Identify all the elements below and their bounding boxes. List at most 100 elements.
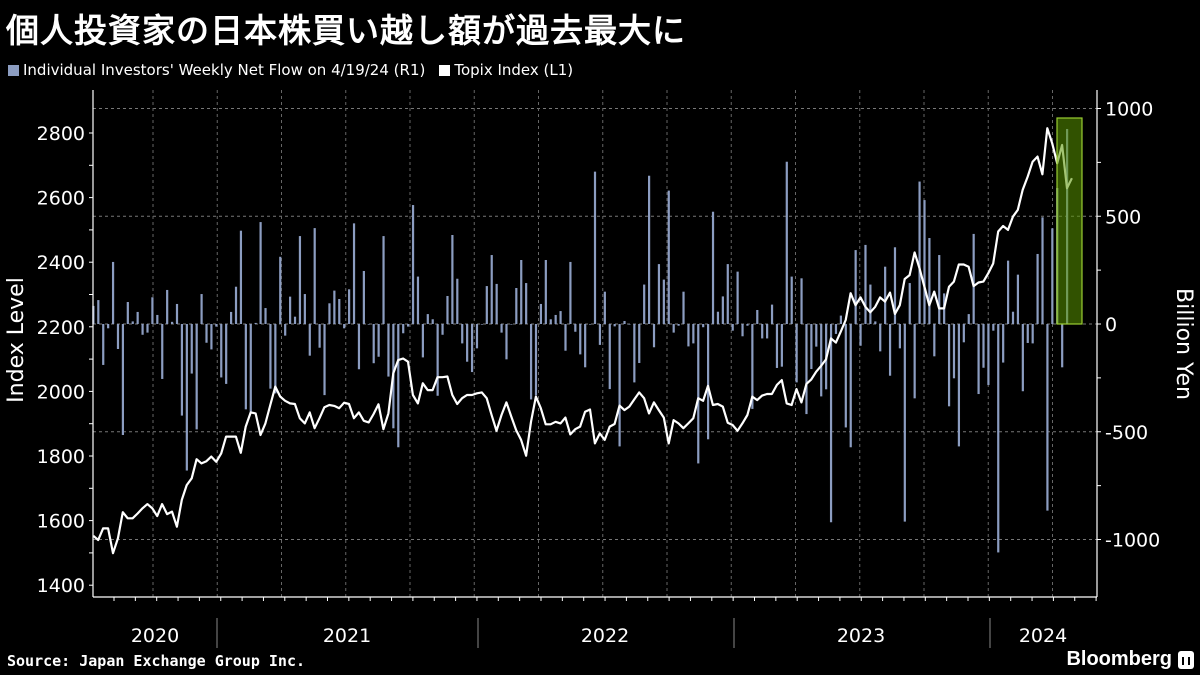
net-flow-bar xyxy=(780,324,783,367)
net-flow-bar xyxy=(102,324,105,365)
right-tick-label: -1000 xyxy=(1105,530,1160,552)
net-flow-bar xyxy=(175,303,179,324)
net-flow-bar xyxy=(810,324,813,370)
net-flow-bar xyxy=(372,324,375,364)
net-flow-bar xyxy=(215,324,218,327)
net-flow-bar xyxy=(436,324,439,396)
net-flow-bar xyxy=(913,324,916,399)
net-flow-bar xyxy=(470,324,474,373)
net-flow-bar xyxy=(721,296,724,324)
net-flow-bar xyxy=(584,324,587,368)
net-flow-bar xyxy=(461,324,464,344)
net-flow-bar xyxy=(525,283,528,324)
net-flow-bar xyxy=(357,324,361,370)
net-flow-bar xyxy=(431,319,434,324)
net-flow-bar xyxy=(313,228,316,324)
topix-line xyxy=(92,127,1073,555)
net-flow-bar xyxy=(554,314,557,324)
net-flow-bar xyxy=(657,264,661,324)
net-flow-bar xyxy=(805,324,808,415)
net-flow-bar xyxy=(1051,228,1054,324)
net-flow-bar xyxy=(107,324,110,329)
chart-title: 個人投資家の日本株買い越し額が過去最大に xyxy=(6,11,686,50)
logo-text: Bloomberg xyxy=(1066,648,1172,670)
net-flow-bar xyxy=(908,283,911,324)
net-flow-bar xyxy=(795,324,798,383)
net-flow-bar xyxy=(938,255,941,324)
net-flow-bar xyxy=(790,276,793,324)
net-flow-bar xyxy=(333,290,336,324)
net-flow-bar xyxy=(775,324,779,368)
net-flow-bar xyxy=(411,205,415,324)
net-flow-bar xyxy=(529,324,533,400)
net-flow-bar xyxy=(997,324,1000,553)
net-flow-bar xyxy=(382,236,385,324)
legend: Individual Investors' Weekly Net Flow on… xyxy=(8,61,573,79)
net-flow-bar xyxy=(829,324,833,523)
net-flow-bar xyxy=(982,324,985,368)
x-tick-label: 2021 xyxy=(323,625,371,647)
net-flow-bar xyxy=(972,233,975,324)
net-flow-bar xyxy=(1031,324,1034,344)
net-flow-bar xyxy=(593,171,597,324)
net-flow-bar xyxy=(854,250,857,324)
net-flow-bar xyxy=(510,324,513,325)
net-flow-bar xyxy=(269,324,272,389)
net-flow-bar xyxy=(751,324,754,409)
legend-item-topix: Topix Index (L1) xyxy=(439,61,573,79)
net-flow-bar xyxy=(569,261,572,324)
net-flow-bar xyxy=(308,324,311,356)
net-flow-bar xyxy=(633,324,636,383)
net-flow-bar xyxy=(225,324,228,384)
net-flow-bar xyxy=(879,324,882,352)
net-flow-bar xyxy=(111,261,115,324)
net-flow-bar xyxy=(402,324,405,334)
net-flow-bar xyxy=(200,294,203,324)
net-flow-bar xyxy=(716,311,720,324)
net-flow-bar xyxy=(544,259,547,324)
net-flow-bar xyxy=(667,190,670,324)
net-flow-bar xyxy=(731,324,734,331)
net-flow-bar xyxy=(446,295,449,324)
net-flow-bar xyxy=(947,324,951,407)
net-flow-bar xyxy=(952,324,956,379)
right-tick-label: -500 xyxy=(1105,422,1148,444)
net-flow-bar xyxy=(205,324,208,343)
net-flow-bar xyxy=(928,238,931,324)
source-note: Source: Japan Exchange Group Inc. xyxy=(7,652,306,670)
left-tick-label: 2800 xyxy=(37,123,85,145)
net-flow-bar xyxy=(874,321,877,324)
net-flow-bar xyxy=(711,211,715,324)
left-tick-label: 2200 xyxy=(37,317,85,339)
net-flow-bar xyxy=(170,321,174,324)
net-flow-bar xyxy=(289,296,292,324)
net-flow-bar xyxy=(185,324,188,471)
net-flow-bar xyxy=(756,309,759,324)
net-flow-bar xyxy=(229,311,233,324)
net-flow-bar xyxy=(579,324,582,355)
left-tick-label: 2400 xyxy=(37,252,85,274)
net-flow-bar xyxy=(564,324,567,351)
net-flow-bar xyxy=(652,324,656,348)
net-flow-bar xyxy=(692,324,695,344)
net-flow-bar xyxy=(888,324,892,376)
x-tick-label: 2020 xyxy=(131,625,179,647)
net-flow-bar xyxy=(613,324,616,327)
net-flow-bar xyxy=(1006,260,1010,324)
net-flow-bar xyxy=(918,181,921,324)
net-flow-bar xyxy=(97,300,100,324)
net-flow-bar xyxy=(485,286,488,324)
net-flow-bar xyxy=(264,308,267,324)
net-flow-bar xyxy=(249,324,252,412)
net-flow-bar xyxy=(451,234,454,324)
net-flow-bar xyxy=(254,322,257,324)
net-flow-bar xyxy=(1016,274,1020,324)
legend-label-net-flow: Individual Investors' Weekly Net Flow on… xyxy=(23,61,426,79)
net-flow-bar xyxy=(475,324,479,349)
net-flow-bar xyxy=(800,278,803,324)
net-flow-bar xyxy=(377,324,380,357)
net-flow-bar xyxy=(234,286,238,324)
net-flow-bar xyxy=(662,279,665,324)
net-flow-bar xyxy=(495,283,498,324)
